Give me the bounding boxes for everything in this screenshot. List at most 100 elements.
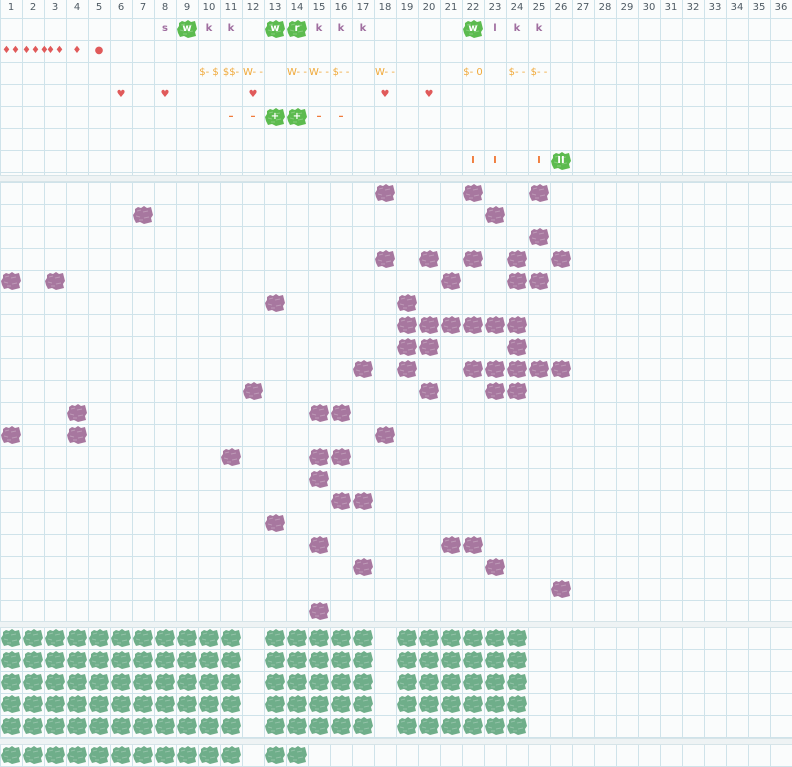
- purple-tile[interactable]: [309, 470, 329, 488]
- teal-tile[interactable]: [133, 695, 153, 713]
- teal-tile[interactable]: [133, 717, 153, 735]
- teal-tile[interactable]: [353, 629, 373, 647]
- purple-tile[interactable]: [529, 228, 549, 246]
- teal-tile[interactable]: [1, 629, 21, 647]
- purple-tile[interactable]: [375, 250, 395, 268]
- purple-tile[interactable]: [463, 250, 483, 268]
- teal-tile[interactable]: [353, 695, 373, 713]
- purple-tile[interactable]: [221, 448, 241, 466]
- purple-tile[interactable]: [507, 250, 527, 268]
- purple-tile[interactable]: [507, 338, 527, 356]
- purple-tile[interactable]: [551, 580, 571, 598]
- purple-tile[interactable]: [331, 448, 351, 466]
- teal-tile[interactable]: [155, 673, 175, 691]
- teal-tile[interactable]: [463, 651, 483, 669]
- teal-tile[interactable]: [397, 673, 417, 691]
- purple-tile[interactable]: [1, 272, 21, 290]
- green-header-tile[interactable]: II: [551, 152, 571, 170]
- purple-tile[interactable]: [507, 360, 527, 378]
- purple-tile[interactable]: [67, 426, 87, 444]
- teal-tile[interactable]: [67, 673, 87, 691]
- purple-tile[interactable]: [529, 184, 549, 202]
- teal-tile[interactable]: [23, 651, 43, 669]
- teal-tile[interactable]: [419, 651, 439, 669]
- teal-tile[interactable]: [419, 717, 439, 735]
- teal-tile[interactable]: [111, 629, 131, 647]
- teal-tile[interactable]: [309, 695, 329, 713]
- purple-tile[interactable]: [375, 426, 395, 444]
- teal-tile[interactable]: [23, 746, 43, 764]
- teal-tile[interactable]: [133, 651, 153, 669]
- purple-tile[interactable]: [551, 250, 571, 268]
- teal-tile[interactable]: [441, 651, 461, 669]
- teal-tile[interactable]: [67, 651, 87, 669]
- purple-tile[interactable]: [551, 360, 571, 378]
- purple-tile[interactable]: [309, 448, 329, 466]
- teal-tile[interactable]: [265, 746, 285, 764]
- teal-tile[interactable]: [287, 651, 307, 669]
- teal-tile[interactable]: [485, 629, 505, 647]
- teal-tile[interactable]: [441, 695, 461, 713]
- green-header-tile[interactable]: w: [177, 20, 197, 38]
- teal-tile[interactable]: [463, 629, 483, 647]
- teal-tile[interactable]: [133, 673, 153, 691]
- purple-tile[interactable]: [353, 492, 373, 510]
- teal-tile[interactable]: [441, 673, 461, 691]
- purple-tile[interactable]: [243, 382, 263, 400]
- teal-tile[interactable]: [45, 651, 65, 669]
- teal-tile[interactable]: [265, 673, 285, 691]
- purple-tile[interactable]: [485, 206, 505, 224]
- purple-tile[interactable]: [309, 602, 329, 620]
- teal-tile[interactable]: [309, 629, 329, 647]
- teal-tile[interactable]: [485, 673, 505, 691]
- teal-tile[interactable]: [23, 629, 43, 647]
- purple-tile[interactable]: [67, 404, 87, 422]
- green-header-tile[interactable]: +: [265, 108, 285, 126]
- teal-tile[interactable]: [419, 695, 439, 713]
- purple-tile[interactable]: [441, 536, 461, 554]
- purple-tile[interactable]: [463, 536, 483, 554]
- purple-tile[interactable]: [463, 184, 483, 202]
- teal-tile[interactable]: [1, 695, 21, 713]
- teal-tile[interactable]: [441, 717, 461, 735]
- purple-tile[interactable]: [45, 272, 65, 290]
- teal-tile[interactable]: [441, 629, 461, 647]
- teal-tile[interactable]: [397, 651, 417, 669]
- teal-tile[interactable]: [331, 651, 351, 669]
- teal-tile[interactable]: [89, 746, 109, 764]
- purple-tile[interactable]: [419, 338, 439, 356]
- teal-tile[interactable]: [353, 673, 373, 691]
- teal-tile[interactable]: [221, 651, 241, 669]
- teal-tile[interactable]: [133, 746, 153, 764]
- purple-tile[interactable]: [485, 558, 505, 576]
- teal-tile[interactable]: [89, 673, 109, 691]
- purple-tile[interactable]: [353, 558, 373, 576]
- teal-tile[interactable]: [507, 673, 527, 691]
- purple-tile[interactable]: [331, 404, 351, 422]
- teal-tile[interactable]: [397, 717, 417, 735]
- purple-tile[interactable]: [265, 514, 285, 532]
- purple-tile[interactable]: [507, 316, 527, 334]
- teal-tile[interactable]: [199, 717, 219, 735]
- teal-tile[interactable]: [507, 629, 527, 647]
- teal-tile[interactable]: [199, 651, 219, 669]
- teal-tile[interactable]: [397, 629, 417, 647]
- teal-tile[interactable]: [45, 746, 65, 764]
- purple-tile[interactable]: [353, 360, 373, 378]
- teal-tile[interactable]: [309, 673, 329, 691]
- teal-tile[interactable]: [199, 673, 219, 691]
- purple-tile[interactable]: [419, 250, 439, 268]
- teal-tile[interactable]: [177, 673, 197, 691]
- teal-tile[interactable]: [221, 746, 241, 764]
- teal-tile[interactable]: [463, 717, 483, 735]
- purple-tile[interactable]: [507, 382, 527, 400]
- teal-tile[interactable]: [133, 629, 153, 647]
- purple-tile[interactable]: [529, 272, 549, 290]
- teal-tile[interactable]: [463, 673, 483, 691]
- teal-tile[interactable]: [155, 746, 175, 764]
- purple-tile[interactable]: [397, 316, 417, 334]
- purple-tile[interactable]: [507, 272, 527, 290]
- teal-tile[interactable]: [265, 695, 285, 713]
- purple-tile[interactable]: [1, 426, 21, 444]
- green-header-tile[interactable]: w: [265, 20, 285, 38]
